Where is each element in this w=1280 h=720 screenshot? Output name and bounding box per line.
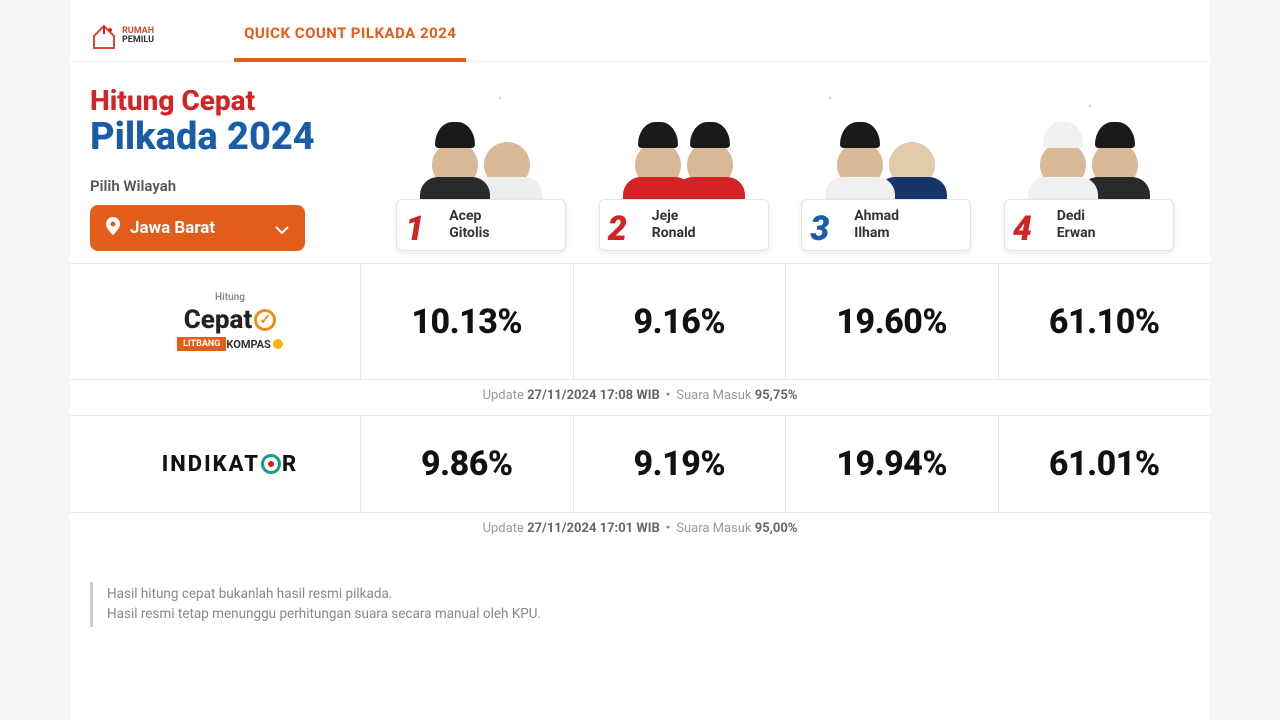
litbang-kompas-logo: Hitung Cepat✓ LITBANGKOMPAS [177, 292, 283, 351]
result-cell: 19.94% [785, 416, 998, 512]
survey-logo-cell: Hitung Cepat✓ LITBANGKOMPAS [70, 264, 360, 379]
result-percentage: 9.86% [421, 444, 513, 484]
sun-icon [273, 339, 283, 349]
logo-text: INDIKAT [162, 452, 260, 477]
result-percentage: 9.16% [633, 302, 725, 342]
survey-update-line: Update 27/11/2024 17:08 WIB•Suara Masuk … [70, 380, 1210, 416]
hero-section: Hitung Cepat Pilkada 2024 Pilih Wilayah … [70, 62, 1210, 264]
chevron-down-icon [275, 219, 289, 238]
result-percentage: 9.19% [633, 444, 725, 484]
tab-quick-count[interactable]: QUICK COUNT PILKADA 2024 [234, 10, 466, 62]
candidate-name-line: Dedi [1057, 208, 1163, 225]
result-percentage: 10.13% [411, 302, 522, 342]
votes-in-value: 95,00% [755, 521, 798, 536]
candidate-name-line: Ilham [854, 225, 960, 242]
candidate-name-line: Gitolis [449, 225, 555, 242]
candidate-card: 1 AcepGitolis [396, 199, 566, 251]
logo-small-text: Hitung [215, 292, 245, 303]
survey-logo-cell: INDIKAT R [70, 416, 360, 512]
logo-badge: LITBANG [177, 337, 226, 351]
candidate-number: 1 [405, 212, 424, 246]
separator-dot-icon: • [666, 388, 670, 403]
update-time: 27/11/2024 17:01 WIB [527, 521, 660, 536]
update-label: Update [483, 388, 524, 403]
candidate-3: 3 AhmadIlham [785, 84, 988, 251]
votes-in-label: Suara Masuk [676, 521, 751, 536]
candidate-card: 4 DediErwan [1004, 199, 1174, 251]
indikator-logo: INDIKAT R [162, 452, 298, 477]
result-cell: 61.01% [998, 416, 1211, 512]
candidate-name-line: Acep [449, 208, 555, 225]
candidate-card: 2 JejeRonald [599, 199, 769, 251]
disclaimer-line: Hasil resmi tetap menunggu perhitungan s… [107, 604, 1190, 624]
logo-sub-text: KOMPAS [226, 338, 270, 351]
top-bar: RUMAH PEMILU QUICK COUNT PILKADA 2024 [70, 0, 1210, 62]
update-label: Update [483, 521, 524, 536]
check-circle-icon: ✓ [254, 309, 276, 331]
disclaimer: Hasil hitung cepat bukanlah hasil resmi … [90, 582, 1190, 627]
candidate-name-line: Ahmad [854, 208, 960, 225]
candidate-card: 3 AhmadIlham [801, 199, 971, 251]
logo-main-text: Cepat [184, 305, 253, 335]
result-percentage: 61.10% [1049, 302, 1160, 342]
candidate-1: 1 AcepGitolis [380, 84, 583, 251]
logo-text: R [282, 452, 298, 477]
update-time: 27/11/2024 17:08 WIB [527, 388, 660, 403]
survey-row-litbang_kompas: Hitung Cepat✓ LITBANGKOMPAS 10.13% 9.16% 19.6… [70, 264, 1210, 380]
region-select[interactable]: Jawa Barat [90, 205, 305, 251]
candidate-name-line: Ronald [652, 225, 758, 242]
result-cell: 9.16% [573, 264, 786, 379]
candidate-name-line: Erwan [1057, 225, 1163, 242]
separator-dot-icon: • [666, 521, 670, 536]
candidate-name-line: Jeje [652, 208, 758, 225]
result-percentage: 19.60% [836, 302, 947, 342]
candidate-number: 2 [608, 212, 627, 246]
result-cell: 9.19% [573, 416, 786, 512]
survey-row-indikator: INDIKAT R 9.86% 9.19% 19.94% 61.01% [70, 416, 1210, 513]
map-pin-icon [106, 217, 120, 239]
result-percentage: 19.94% [836, 444, 947, 484]
votes-in-label: Suara Masuk [676, 388, 751, 403]
result-cell: 19.60% [785, 264, 998, 379]
region-field-label: Pilih Wilayah [90, 177, 370, 195]
votes-in-value: 95,75% [755, 388, 798, 403]
site-logo[interactable]: RUMAH PEMILU [90, 22, 154, 50]
disclaimer-line: Hasil hitung cepat bukanlah hasil resmi … [107, 584, 1190, 604]
logo-text: RUMAH PEMILU [122, 27, 154, 45]
region-selected-label: Jawa Barat [130, 218, 265, 238]
result-percentage: 61.01% [1049, 444, 1160, 484]
page-title-line2: Pilkada 2024 [90, 115, 370, 159]
candidate-number: 4 [1013, 212, 1032, 246]
page-title-line1: Hitung Cepat [90, 84, 370, 117]
result-cell: 10.13% [360, 264, 573, 379]
result-cell: 61.10% [998, 264, 1211, 379]
target-icon [261, 454, 281, 474]
result-cell: 9.86% [360, 416, 573, 512]
survey-update-line: Update 27/11/2024 17:01 WIB•Suara Masuk … [70, 513, 1210, 548]
candidate-number: 3 [810, 212, 829, 246]
house-icon [90, 22, 118, 50]
candidate-2: 2 JejeRonald [583, 84, 786, 251]
candidate-4: 4 DediErwan [988, 84, 1191, 251]
